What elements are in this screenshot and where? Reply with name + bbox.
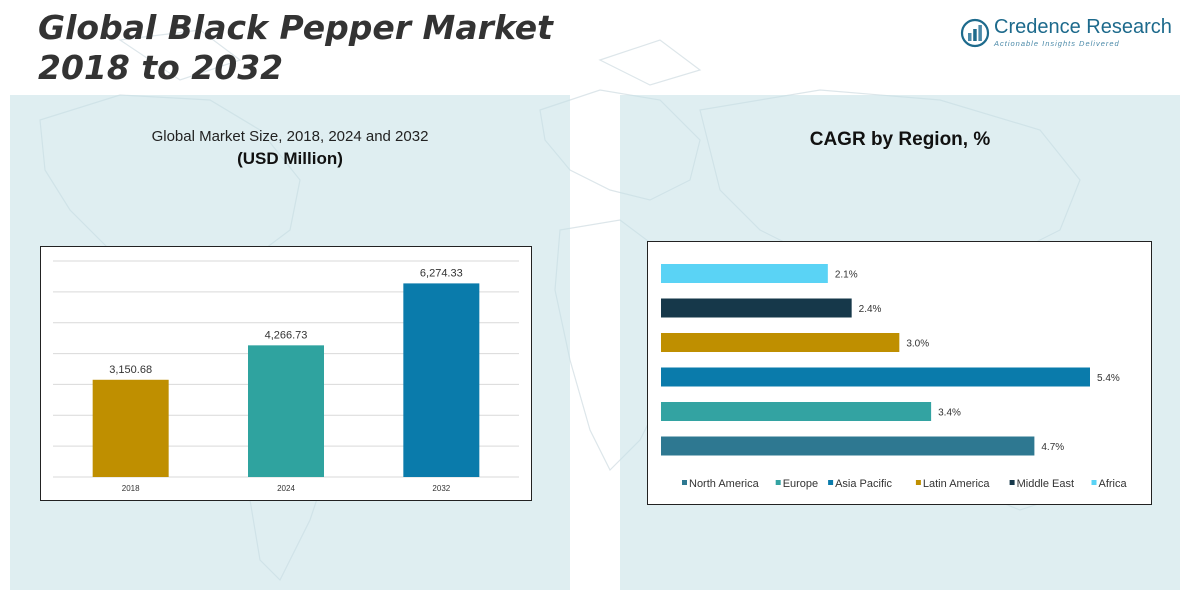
brand-logo: Credence Research Actionable Insights De… <box>960 16 1172 52</box>
logo-name: Credence Research <box>994 16 1172 38</box>
title-line-1: Global Black Pepper Market <box>38 8 553 47</box>
legend-label: Africa <box>1099 478 1128 490</box>
bar-value-label: 6,274.33 <box>420 267 463 279</box>
legend-label: Europe <box>783 478 818 490</box>
legend-swatch <box>1009 480 1015 485</box>
bar-2018 <box>92 379 169 477</box>
legend-swatch <box>828 480 834 485</box>
legend-label: Middle East <box>1017 478 1074 490</box>
hbar-value-label: 5.4% <box>1097 373 1120 384</box>
bar-2032 <box>403 283 480 477</box>
hbar-north-america <box>661 436 1035 456</box>
cagr-chart-frame: 2.1% 2.4% 3.0% 5.4% 3.4% 4.7% North America Eur… <box>647 241 1152 505</box>
market-size-subtitle: Global Market Size, 2018, 2024 and 2032 <box>151 128 429 145</box>
hbar-europe <box>661 402 932 421</box>
hbar-value-label: 2.1% <box>835 270 858 281</box>
legend-swatch <box>775 480 781 485</box>
market-size-bar-chart: 3,150.68 2018 4,266.73 2024 6,274.33 2032 <box>53 260 519 493</box>
bar-chart-icon <box>960 18 990 48</box>
bar-value-label: 4,266.73 <box>265 329 308 341</box>
logo-tagline: Actionable Insights Delivered <box>994 39 1120 48</box>
hbar-africa <box>661 264 828 283</box>
hbar-value-label: 3.4% <box>938 408 961 419</box>
hbar-value-label: 3.0% <box>906 339 929 350</box>
title-line-2: 2018 to 2032 <box>38 48 284 87</box>
hbar-value-label: 4.7% <box>1041 442 1064 453</box>
x-tick-label: 2024 <box>277 484 295 493</box>
hbar-asia-pacific <box>661 367 1090 387</box>
legend-label: North America <box>689 478 760 490</box>
hbar-value-label: 2.4% <box>859 304 882 315</box>
hbar-latin-america <box>661 333 900 352</box>
legend-swatch <box>682 480 687 485</box>
legend-label: Latin America <box>923 478 991 490</box>
x-tick-label: 2018 <box>122 484 140 493</box>
page-title: Global Black Pepper Market 2018 to 2032 <box>38 8 553 88</box>
cagr-title: CAGR by Region, % <box>809 129 991 150</box>
legend-label: Asia Pacific <box>835 478 892 490</box>
bar-2024 <box>248 345 324 477</box>
x-tick-label: 2032 <box>432 484 450 493</box>
hbar-middle-east <box>661 298 852 318</box>
cagr-horizontal-bar-chart: 2.1% 2.4% 3.0% 5.4% 3.4% 4.7% North America Eur… <box>661 264 1128 490</box>
legend-swatch <box>915 480 921 485</box>
legend-swatch <box>1091 480 1097 485</box>
market-size-unit: (USD Million) <box>237 149 343 168</box>
bar-value-label: 3,150.68 <box>109 364 152 376</box>
market-size-chart-frame: 3,150.68 2018 4,266.73 2024 6,274.33 2032 <box>40 246 532 501</box>
